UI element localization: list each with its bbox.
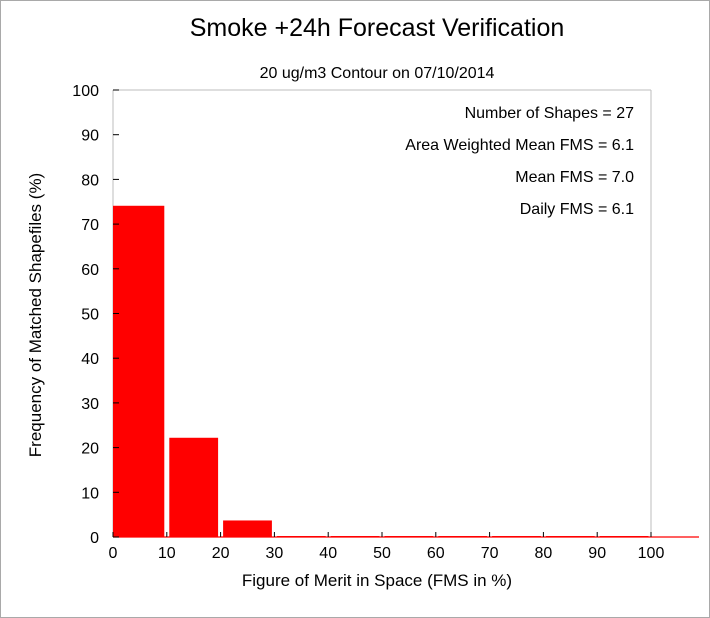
y-tick-label: 0	[90, 530, 99, 547]
x-tick-label: 20	[212, 545, 230, 562]
x-tick-label: 100	[638, 545, 665, 562]
y-tick-label: 40	[81, 351, 99, 368]
chart-subtitle: 20 ug/m3 Contour on 07/10/2014	[260, 65, 495, 82]
x-tick-label: 50	[373, 545, 391, 562]
x-tick-label: 30	[266, 545, 284, 562]
y-tick-label: 30	[81, 396, 99, 413]
y-tick-label: 10	[81, 485, 99, 502]
stats-annotation: Mean FMS = 7.0	[515, 169, 634, 186]
y-tick-label: 60	[81, 262, 99, 279]
y-tick-label: 80	[81, 172, 99, 189]
stats-annotation: Daily FMS = 6.1	[520, 201, 634, 218]
plot-area: 0 10 20 30 40 50 60 70 80 90 100 0 10 20 30 40 50 60 70 80 9…	[72, 83, 699, 562]
histogram-bar	[169, 437, 219, 537]
x-tick-label: 60	[427, 545, 445, 562]
stats-annotation: Area Weighted Mean FMS = 6.1	[405, 137, 634, 154]
x-tick-label: 0	[109, 545, 118, 562]
x-tick-label: 70	[481, 545, 499, 562]
x-tick-label: 40	[319, 545, 337, 562]
histogram-bar	[113, 205, 165, 537]
y-tick-label: 70	[81, 217, 99, 234]
y-tick-label: 50	[81, 307, 99, 324]
x-tick-label: 80	[535, 545, 553, 562]
x-axis-label: Figure of Merit in Space (FMS in %)	[242, 571, 512, 590]
chart-title: Smoke +24h Forecast Verification	[190, 14, 565, 42]
histogram-bar	[223, 520, 272, 537]
x-tick-label: 10	[158, 545, 176, 562]
y-tick-label: 100	[72, 83, 99, 100]
stats-annotation: Number of Shapes = 27	[465, 105, 635, 122]
y-tick-label: 90	[81, 128, 99, 145]
y-tick-label: 20	[81, 441, 99, 458]
y-axis-label: Frequency of Matched Shapefiles (%)	[26, 173, 45, 457]
x-tick-label: 90	[588, 545, 606, 562]
